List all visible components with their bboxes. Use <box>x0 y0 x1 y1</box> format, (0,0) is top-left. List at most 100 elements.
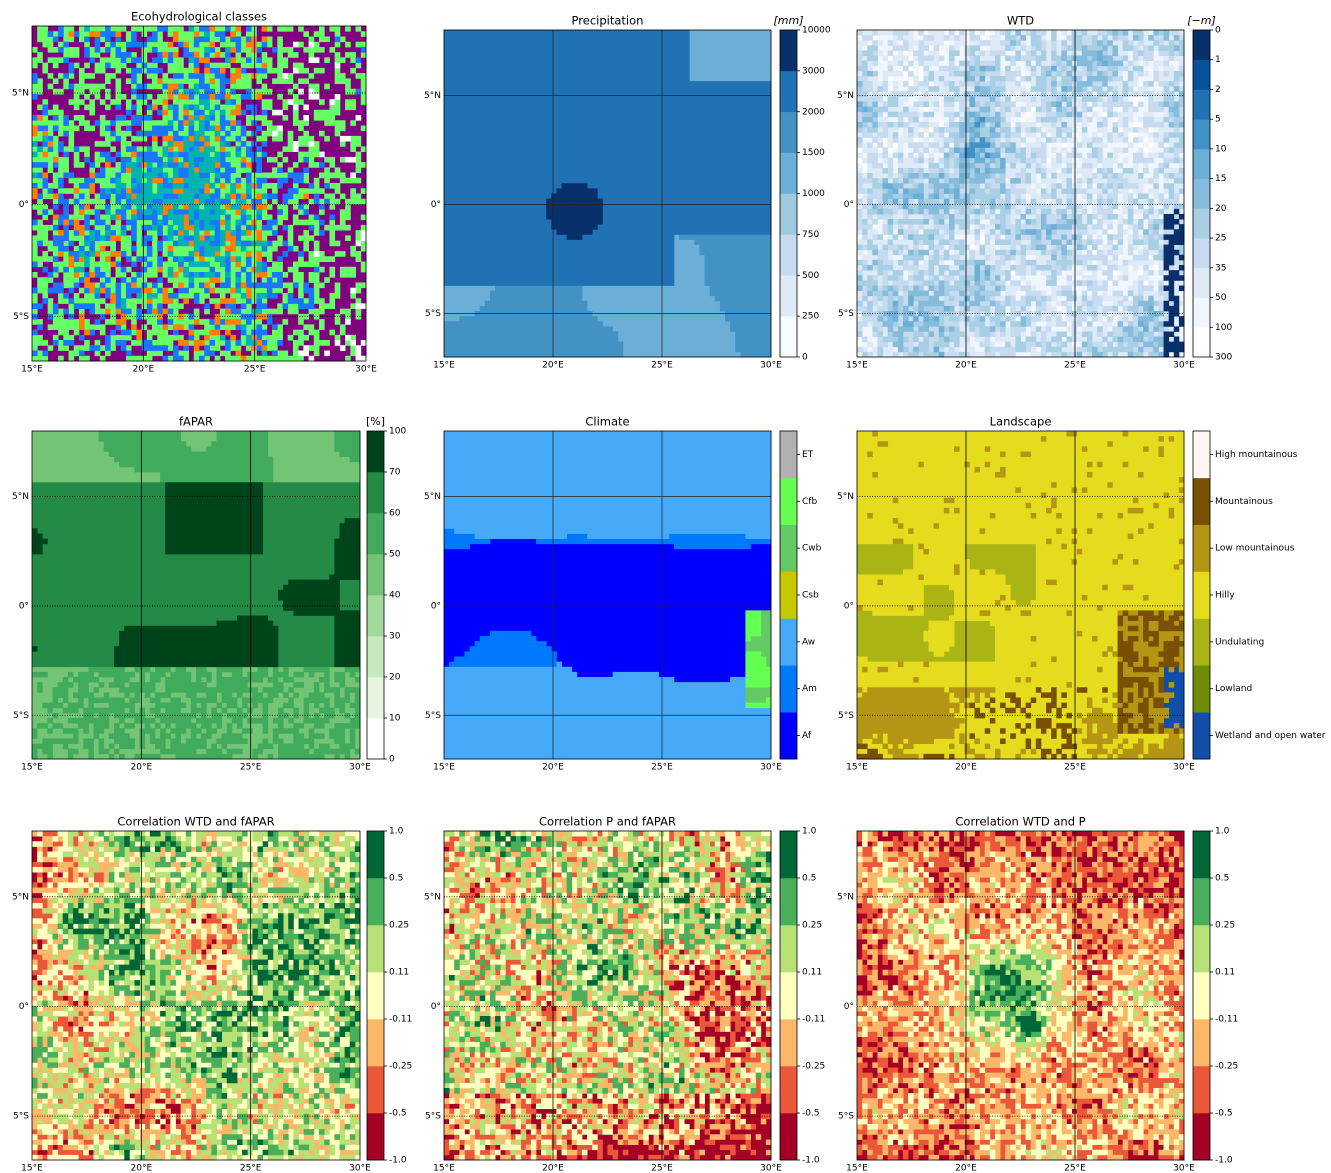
colorbar-segment <box>780 831 797 878</box>
colorbar-label: 100 <box>389 427 406 437</box>
colorbar-segment <box>367 513 384 554</box>
lon-label: 15°E <box>433 1164 455 1173</box>
colorbar-label: Csb <box>802 591 819 601</box>
colorbar-segment <box>780 525 797 572</box>
lon-label: 30°E <box>1173 763 1195 773</box>
lon-label: 20°E <box>542 361 564 371</box>
colorbar-label: 0 <box>389 755 395 765</box>
colorbar-segment <box>367 831 384 878</box>
colorbar-segment <box>367 595 384 636</box>
colorbar-label: 1 <box>1215 55 1221 65</box>
lon-label: 25°E <box>244 365 266 375</box>
colorbar-label: High mountainous <box>1215 450 1298 460</box>
colorbar-segment <box>1193 478 1210 525</box>
colorbar-segment <box>1193 1113 1210 1160</box>
colorbar-segment <box>1193 878 1210 925</box>
colorbar-segment <box>367 1113 384 1160</box>
lon-label: 30°E <box>355 365 377 375</box>
lon-label: 20°E <box>955 1164 977 1173</box>
colorbar-label: Cfb <box>802 497 817 507</box>
colorbar-label: 50 <box>389 550 401 560</box>
panel-title: Correlation WTD and fAPAR <box>117 815 274 829</box>
lon-label: 25°E <box>1064 1164 1086 1173</box>
lat-label: 5°S <box>13 312 29 322</box>
lon-label: 20°E <box>542 763 564 773</box>
colorbar-label: 10000 <box>802 26 831 36</box>
lat-label: 5°S <box>838 309 854 319</box>
lon-label: 30°E <box>349 1164 371 1173</box>
colorbar-segment <box>780 112 797 153</box>
colorbar-label: 0 <box>1215 26 1221 36</box>
colorbar-unit: [mm] <box>773 14 803 27</box>
lon-label: 20°E <box>133 365 155 375</box>
lon-label: 25°E <box>240 1164 262 1173</box>
colorbar-segment <box>1193 1019 1210 1066</box>
lon-label: 25°E <box>1064 361 1086 371</box>
colorbar-label: 250 <box>802 312 819 322</box>
colorbar-segment <box>367 972 384 1019</box>
colorbar-label: 15 <box>1215 174 1226 184</box>
colorbar-label: 0.11 <box>802 968 822 978</box>
colorbar-label: -0.25 <box>802 1062 825 1072</box>
colorbar-label: 10 <box>389 714 401 724</box>
lat-label: 0° <box>431 200 441 210</box>
colorbar-label: Aw <box>802 637 815 647</box>
colorbar-segment <box>1193 179 1210 209</box>
colorbar-segment <box>1193 30 1210 60</box>
colorbar-label: 1.0 <box>389 827 404 837</box>
lon-label: 15°E <box>21 1164 43 1173</box>
colorbar-label: ET <box>802 450 814 460</box>
lat-label: 5°N <box>12 89 29 99</box>
colorbar-segment <box>367 925 384 972</box>
colorbar-segment <box>780 71 797 112</box>
lat-label: 0° <box>431 1002 441 1012</box>
colorbar-label: 0.25 <box>802 921 822 931</box>
lat-label: 5°N <box>424 492 441 502</box>
colorbar-label: -0.25 <box>1215 1062 1238 1072</box>
lon-label: 25°E <box>651 1164 673 1173</box>
colorbar-label: 1500 <box>802 148 825 158</box>
lon-label: 15°E <box>846 1164 868 1173</box>
lat-label: 5°S <box>838 711 854 721</box>
lon-label: 30°E <box>760 1164 782 1173</box>
colorbar-label: 0.5 <box>802 874 816 884</box>
colorbar-segment <box>780 665 797 712</box>
colorbar-segment <box>780 878 797 925</box>
lat-label: 0° <box>844 1002 854 1012</box>
colorbar-label: 2 <box>1215 85 1221 95</box>
colorbar-segment <box>1193 665 1210 712</box>
colorbar-segment <box>780 234 797 275</box>
colorbar-segment <box>367 718 384 759</box>
colorbar-label: -0.5 <box>1215 1109 1233 1119</box>
lon-label: 25°E <box>651 763 673 773</box>
lat-label: 5°N <box>837 91 854 101</box>
colorbar-label: 0.5 <box>1215 874 1229 884</box>
lat-label: 5°S <box>13 711 29 721</box>
colorbar-segment <box>780 972 797 1019</box>
panel-title: fAPAR <box>179 415 213 429</box>
colorbar-segment <box>1193 268 1210 298</box>
lon-label: 30°E <box>349 763 371 773</box>
colorbar-segment <box>1193 831 1210 878</box>
panel-title: Correlation P and fAPAR <box>539 815 676 829</box>
colorbar-segment <box>1193 298 1210 328</box>
colorbar-segment <box>1193 208 1210 238</box>
colorbar-segment <box>1193 572 1210 619</box>
colorbar-segment <box>1193 925 1210 972</box>
colorbar-label: 500 <box>802 271 819 281</box>
colorbar-segment <box>780 572 797 619</box>
colorbar-label: 25 <box>1215 234 1226 244</box>
lat-label: 5°S <box>425 711 441 721</box>
colorbar-segment <box>1193 431 1210 478</box>
colorbar-segment <box>780 618 797 665</box>
lon-label: 30°E <box>1173 1164 1195 1173</box>
colorbar-segment <box>780 153 797 194</box>
lat-label: 0° <box>19 1002 29 1012</box>
colorbar-segment <box>1193 1066 1210 1113</box>
lon-label: 30°E <box>1173 361 1195 371</box>
colorbar-segment <box>367 1019 384 1066</box>
colorbar-segment <box>1193 238 1210 268</box>
lat-label: 0° <box>431 601 441 611</box>
lon-label: 15°E <box>21 365 43 375</box>
colorbar-segment <box>367 554 384 595</box>
